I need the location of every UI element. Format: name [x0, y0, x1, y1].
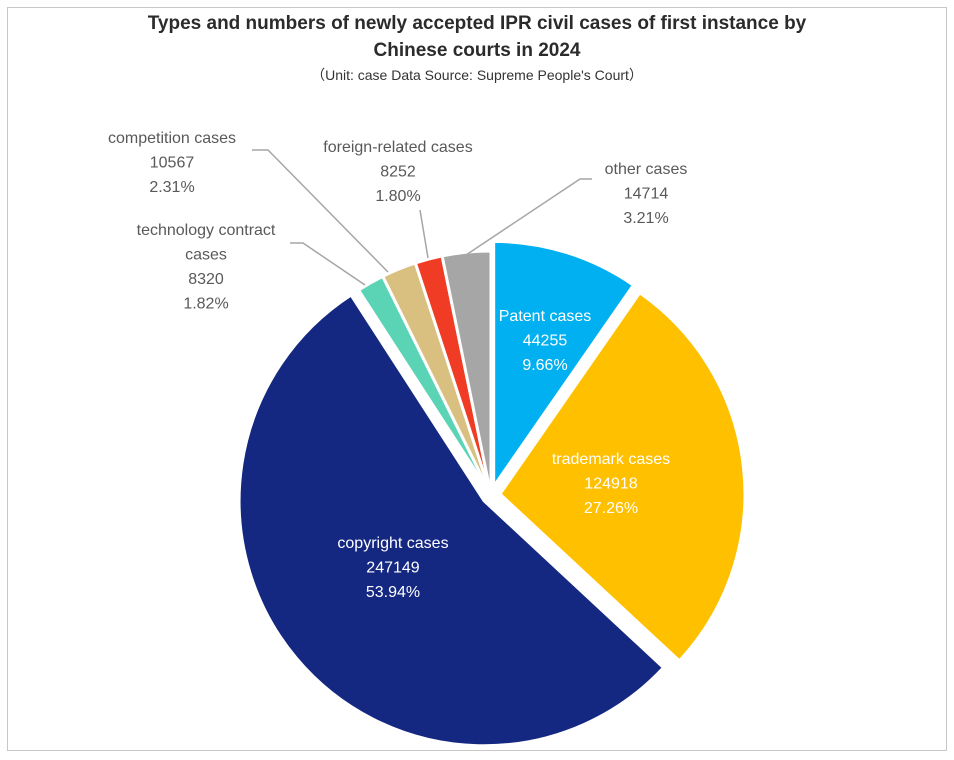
data-label-other-cases: other cases 14714 3.21% [605, 161, 688, 227]
data-label-technology-contract-cases: technology contract cases 8320 1.82% [137, 222, 276, 313]
chart-subtitle: （Unit: case Data Source: Supreme People'… [311, 67, 643, 83]
leader-line-competition-cases [252, 149, 389, 273]
chart-title-line2: Chinese courts in 2024 [373, 40, 581, 61]
pie-slice-trademark-cases [498, 291, 747, 663]
pie-slice-other-cases [440, 249, 493, 497]
data-label-patent-cases: Patent cases 44255 9.66% [499, 308, 592, 374]
data-label-foreign-related-cases: foreign-related cases 8252 1.80% [323, 139, 472, 205]
leader-line-other-cases [465, 178, 592, 256]
leader-line-technology-contract-cases [290, 242, 366, 286]
data-label-competition-cases: competition cases 10567 2.31% [108, 130, 236, 196]
data-label-trademark-cases: trademark cases 124918 27.26% [552, 451, 670, 517]
chart-title-line1: Types and numbers of newly accepted IPR … [147, 13, 807, 34]
chart-title: Types and numbers of newly accepted IPR … [0, 10, 954, 64]
data-label-copyright-cases: copyright cases 247149 53.94% [337, 535, 448, 601]
pie-slice-patent-cases [492, 239, 635, 488]
pie-slice-copyright-cases [237, 293, 666, 748]
leader-line-foreign-related-cases [419, 209, 429, 259]
